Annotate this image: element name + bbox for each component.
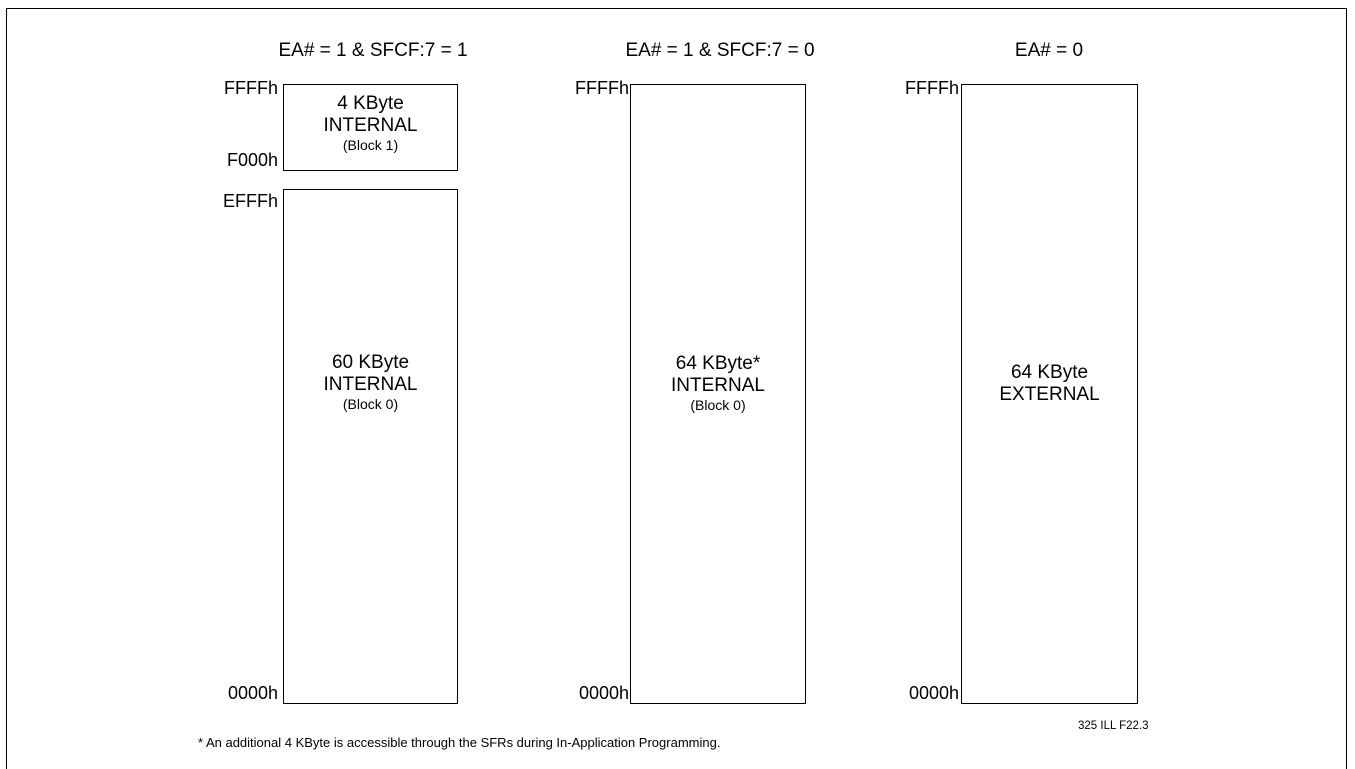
block-size-label: 64 KByte (1010, 362, 1089, 383)
block-type-label: INTERNAL (323, 114, 418, 136)
column-3-title: EA# = 0 (1014, 40, 1084, 61)
block-type-label: INTERNAL (323, 373, 418, 395)
block-type-label: INTERNAL (671, 374, 765, 396)
column-3-address-top: FFFFh (905, 78, 959, 98)
column-1-title: EA# = 1 & SFCF:7 = 1 (278, 40, 468, 61)
block-size-label: 60 KByte (331, 352, 410, 373)
diagram-frame (6, 8, 1347, 769)
block-number-label: (Block 0) (690, 396, 746, 413)
memory-block-64kb-internal: 64 KByte* INTERNAL (Block 0) (630, 84, 806, 704)
column-1-address-bottom: 0000h (227, 683, 278, 703)
footnote: * An additional 4 KByte is accessible th… (198, 735, 721, 750)
block-label: 4 KByte INTERNAL (Block 1) (284, 93, 457, 153)
column-2-title: EA# = 1 & SFCF:7 = 0 (625, 40, 815, 61)
memory-block-4kb-internal: 4 KByte INTERNAL (Block 1) (283, 84, 458, 171)
block-number-label: (Block 0) (342, 395, 399, 412)
column-1-address-top: FFFFh (224, 78, 278, 98)
memory-block-60kb-internal: 60 KByte INTERNAL (Block 0) (283, 189, 458, 704)
block-label: 64 KByte* INTERNAL (Block 0) (631, 353, 805, 413)
figure-reference: 325 ILL F22.3 (1078, 720, 1149, 732)
block-size-label: 64 KByte* (675, 353, 761, 374)
column-2-address-bottom: 0000h (578, 683, 629, 703)
column-2-address-top: FFFFh (575, 78, 629, 98)
block-label: 60 KByte INTERNAL (Block 0) (284, 352, 457, 412)
block-type-label: EXTERNAL (999, 383, 1100, 405)
column-3-address-bottom: 0000h (908, 683, 959, 703)
column-1-address-efff: EFFFh (222, 191, 278, 211)
memory-block-64kb-external: 64 KByte EXTERNAL (961, 84, 1138, 704)
block-label: 64 KByte EXTERNAL (962, 362, 1137, 406)
block-size-label: 4 KByte (337, 93, 404, 114)
block-number-label: (Block 1) (342, 136, 399, 153)
column-1-address-f000: F000h (226, 150, 278, 170)
